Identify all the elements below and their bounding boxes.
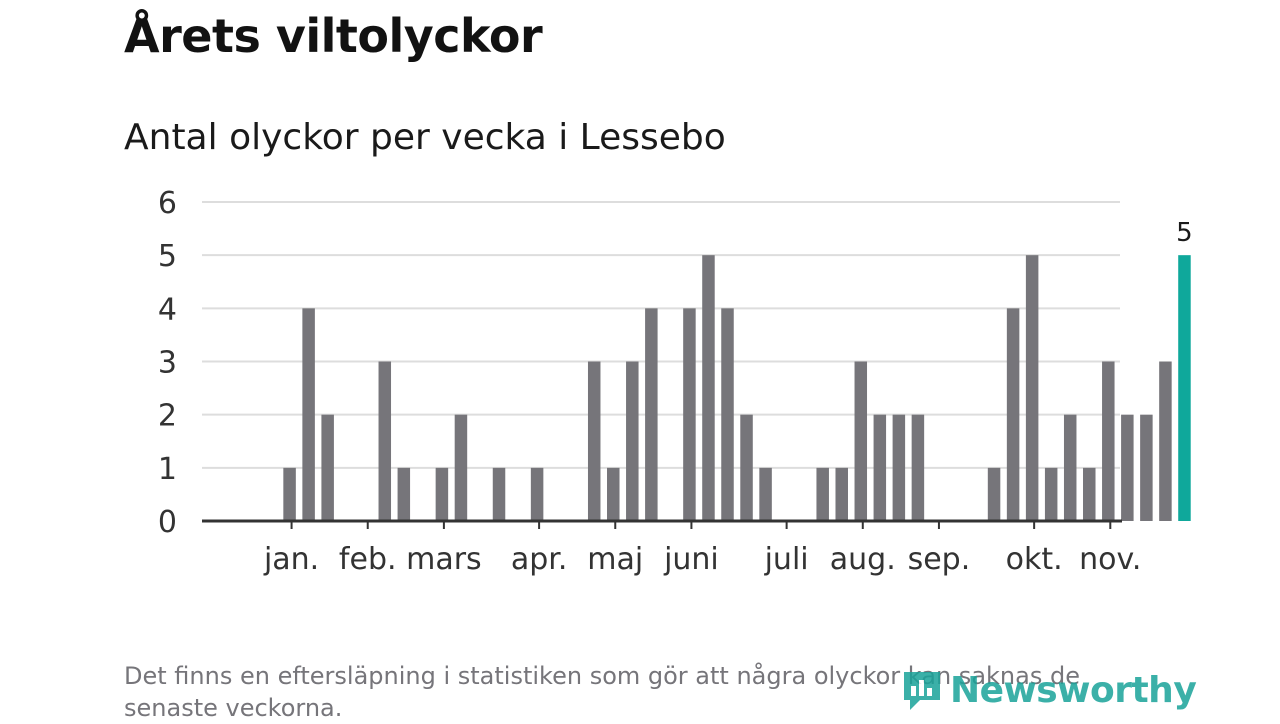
x-tick-label: sep. — [908, 542, 971, 577]
bar[interactable] — [987, 467, 1001, 521]
data-labels: 5 — [1176, 218, 1193, 248]
bar[interactable] — [454, 414, 468, 521]
y-tick-label: 1 — [158, 452, 177, 487]
bar[interactable] — [607, 467, 620, 521]
y-tick-label: 3 — [158, 346, 177, 381]
bar[interactable] — [378, 361, 392, 522]
bar[interactable] — [721, 308, 734, 521]
x-tick-label: juli — [764, 542, 809, 577]
bar[interactable] — [492, 467, 506, 521]
bar[interactable] — [1063, 414, 1077, 521]
brand-name: Newsworthy — [950, 669, 1197, 711]
bar[interactable] — [1025, 255, 1039, 521]
x-tick-label: apr. — [511, 542, 568, 577]
bar[interactable] — [759, 467, 772, 521]
bar[interactable] — [1121, 414, 1134, 521]
x-tick-label: juni — [663, 542, 719, 577]
bar[interactable] — [683, 308, 696, 521]
bar[interactable] — [835, 467, 848, 521]
bar[interactable] — [1006, 308, 1020, 521]
x-tick-label: maj — [587, 542, 643, 577]
x-tick-label: mars — [406, 542, 482, 577]
bar[interactable] — [1159, 361, 1172, 522]
y-tick-label: 0 — [158, 505, 177, 540]
bar-chart: 0 1 2 3 4 5 6 jan. feb. mars apr. maj juni juli aug. s… — [158, 186, 1193, 577]
chart-title: Årets viltolyckor — [124, 9, 543, 63]
bar[interactable] — [1140, 414, 1153, 521]
bar[interactable] — [626, 361, 639, 522]
newsworthy-logo-icon — [904, 672, 940, 710]
bar[interactable] — [645, 308, 658, 521]
bars — [283, 255, 1191, 522]
bar[interactable] — [283, 467, 296, 521]
y-tick-label: 6 — [158, 186, 177, 221]
y-tick-label: 5 — [158, 239, 177, 274]
newsworthy-brand[interactable]: Newsworthy — [900, 668, 1197, 712]
bar[interactable] — [854, 361, 868, 522]
bar[interactable] — [321, 414, 334, 521]
bar[interactable] — [702, 255, 715, 521]
x-tick-label: aug. — [830, 542, 896, 577]
bar[interactable] — [892, 414, 906, 521]
x-tick-label: nov. — [1079, 542, 1141, 577]
bar[interactable] — [397, 467, 411, 521]
x-tick-label: feb. — [339, 542, 397, 577]
highlight-value-label: 5 — [1176, 218, 1193, 248]
bar[interactable] — [816, 467, 829, 521]
bar-highlight[interactable] — [1178, 255, 1191, 521]
bar[interactable] — [1083, 467, 1096, 521]
bar[interactable] — [1044, 467, 1058, 521]
y-tick-label: 4 — [158, 292, 177, 327]
chart-subtitle: Antal olyckor per vecka i Lessebo — [124, 117, 726, 158]
x-axis: jan. feb. mars apr. maj juni juli aug. sep. okt. n… — [202, 519, 1141, 577]
bar[interactable] — [302, 308, 315, 521]
x-tick-label: okt. — [1006, 542, 1063, 577]
bar[interactable] — [435, 467, 449, 521]
bar[interactable] — [530, 467, 544, 521]
bar[interactable] — [873, 414, 887, 521]
bar[interactable] — [587, 361, 601, 522]
x-tick-label: jan. — [263, 542, 319, 577]
bar[interactable] — [1102, 361, 1115, 522]
bar[interactable] — [911, 414, 925, 521]
y-tick-label: 2 — [158, 399, 177, 434]
bar[interactable] — [740, 414, 753, 521]
y-axis-ticks: 0 1 2 3 4 5 6 — [158, 186, 177, 540]
grid-lines — [202, 201, 1120, 469]
